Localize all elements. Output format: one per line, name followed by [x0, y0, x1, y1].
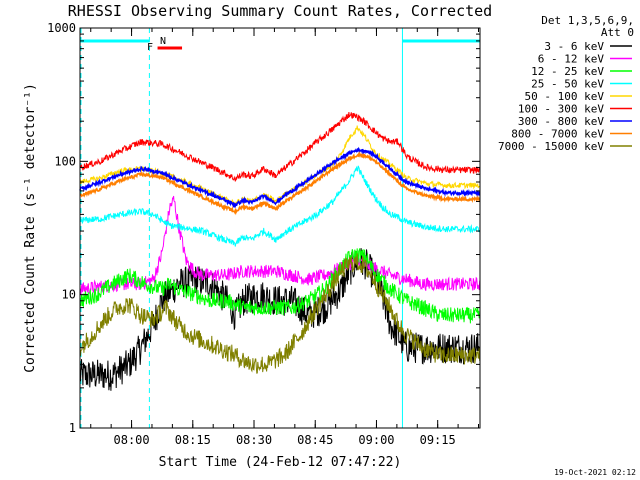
series-line-2	[79, 248, 481, 324]
series-line-6	[79, 146, 481, 209]
x-tick-label: 09:00	[358, 433, 394, 447]
legend-label: 7000 - 15000 keV	[498, 140, 604, 153]
series-line-1	[79, 195, 481, 296]
series-line-3	[79, 165, 481, 247]
flag-f-marker: F	[147, 42, 153, 53]
axes: 1 10 100 1000 08:00 08:15 08:30 08:45 09:00 09:15	[47, 21, 480, 447]
chart-title: RHESSI Observing Summary Count Rates, Co…	[68, 2, 492, 20]
legend-label: 800 - 7000 keV	[511, 128, 604, 141]
series-line-5	[79, 112, 481, 182]
y-tick-label: 1	[69, 421, 76, 435]
legend-header-line-2: Att 0	[601, 26, 634, 39]
legend-label: 25 - 50 keV	[531, 78, 604, 91]
y-axis-label: Corrected Count Rate (s⁻¹ detector⁻¹)	[23, 83, 38, 373]
legend-label: 300 - 800 keV	[518, 115, 604, 128]
y-tick-label: 1000	[47, 21, 76, 35]
legend-label: 100 - 300 keV	[518, 103, 604, 116]
legend-label: 50 - 100 keV	[525, 90, 605, 103]
x-tick-label: 08:00	[114, 433, 150, 447]
y-tick-label: 10	[62, 288, 76, 302]
y-tick-label: 100	[54, 154, 76, 168]
x-tick-label: 08:45	[297, 433, 333, 447]
generation-timestamp: 19-Oct-2021 02:12	[554, 468, 636, 477]
x-tick-label: 09:15	[420, 433, 456, 447]
legend-header-line-1: Det 1,3,5,6,9,	[541, 14, 634, 27]
x-tick-label: 08:15	[175, 433, 211, 447]
x-tick-label: 08:30	[236, 433, 272, 447]
series-line-7	[79, 151, 481, 216]
legend-label: 3 - 6 keV	[544, 40, 604, 53]
flag-n-marker: N	[160, 36, 166, 47]
x-axis-label: Start Time (24-Feb-12 07:47:22)	[159, 455, 402, 470]
legend-label: 12 - 25 keV	[531, 65, 604, 78]
plot-frame	[79, 27, 481, 429]
series-line-8	[79, 253, 481, 374]
legend-label: 6 - 12 keV	[538, 53, 605, 66]
